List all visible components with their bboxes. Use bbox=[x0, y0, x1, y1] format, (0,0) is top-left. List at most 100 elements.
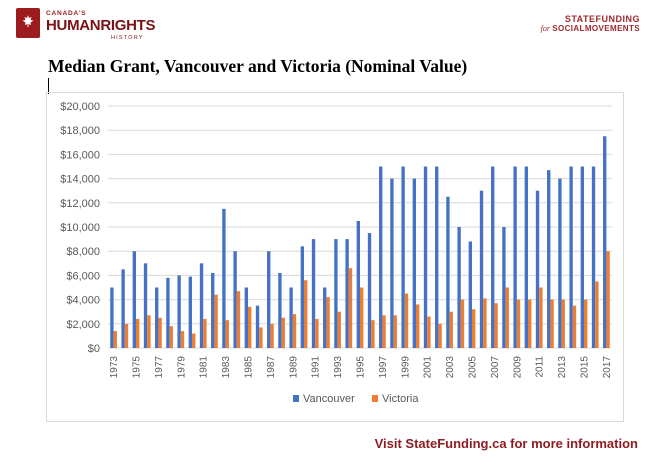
bar-vancouver-2013 bbox=[558, 178, 562, 348]
x-tick-label: 1977 bbox=[154, 356, 165, 379]
x-tick-label: 2005 bbox=[468, 356, 479, 379]
x-tick-label: 1987 bbox=[266, 356, 277, 379]
bar-victoria-1976 bbox=[147, 315, 151, 348]
bar-victoria-2003 bbox=[449, 311, 453, 348]
legend-swatch-victoria bbox=[372, 395, 378, 402]
bar-vancouver-1984 bbox=[233, 251, 237, 348]
bar-victoria-1975 bbox=[136, 318, 140, 348]
logo-line-canadas: CANADA'S bbox=[46, 10, 87, 17]
bar-vancouver-1973 bbox=[110, 287, 114, 348]
bar-vancouver-2002 bbox=[435, 166, 439, 348]
bar-vancouver-2005 bbox=[468, 241, 472, 348]
statefunding-logo[interactable]: STATEFUNDING for SOCIALMOVEMENTS bbox=[520, 14, 640, 40]
maple-leaf-icon-shape bbox=[22, 15, 34, 27]
y-tick-label: $0 bbox=[88, 343, 100, 355]
bar-victoria-1983 bbox=[225, 320, 229, 348]
x-tick-label: 1993 bbox=[333, 356, 344, 379]
bar-vancouver-1986 bbox=[255, 305, 260, 348]
statefunding-logo-line2: for SOCIALMOVEMENTS bbox=[520, 24, 640, 34]
y-tick-label: $4,000 bbox=[66, 295, 100, 307]
bar-vancouver-2011 bbox=[535, 190, 540, 348]
header: CANADA'S HUMANRIGHTS HISTORY STATEFUNDIN… bbox=[0, 0, 650, 50]
bar-victoria-1996 bbox=[371, 320, 375, 348]
bar-vancouver-2014 bbox=[569, 166, 573, 348]
bar-vancouver-1994 bbox=[345, 239, 349, 348]
bar-vancouver-1982 bbox=[211, 272, 215, 348]
bar-victoria-2011 bbox=[539, 287, 543, 348]
bar-vancouver-1989 bbox=[289, 287, 293, 348]
bar-vancouver-1999 bbox=[401, 166, 405, 348]
bar-victoria-2000 bbox=[416, 304, 420, 348]
bar-vancouver-1995 bbox=[356, 220, 360, 348]
y-tick-label: $6,000 bbox=[66, 270, 100, 282]
bar-vancouver-1978 bbox=[166, 277, 170, 348]
bar-vancouver-1975 bbox=[132, 251, 136, 348]
bar-victoria-1986 bbox=[259, 327, 263, 348]
x-tick-label: 2017 bbox=[602, 356, 613, 379]
statefunding-logo-social-movements: SOCIALMOVEMENTS bbox=[552, 24, 640, 33]
bar-vancouver-1990 bbox=[300, 246, 304, 348]
x-tick-label: 2001 bbox=[423, 356, 434, 379]
bar-victoria-2001 bbox=[427, 316, 431, 348]
bar-vancouver-2016 bbox=[591, 166, 596, 348]
bar-vancouver-1993 bbox=[334, 239, 338, 348]
bar-victoria-1974 bbox=[124, 323, 129, 348]
x-tick-label: 2013 bbox=[557, 356, 568, 379]
bar-victoria-1990 bbox=[304, 280, 308, 348]
bar-chart: $0 $2,000 $4,000 $6,000 $8,000 $10,000 $12,000… bbox=[60, 101, 613, 405]
y-tick-label: $8,000 bbox=[66, 246, 100, 258]
footer-link[interactable]: Visit StateFunding.ca for more informati… bbox=[374, 436, 638, 451]
y-tick-label: $16,000 bbox=[60, 149, 100, 161]
bar-victoria-2007 bbox=[494, 303, 498, 348]
x-tick-label: 2003 bbox=[445, 356, 456, 379]
bar-victoria-1995 bbox=[360, 287, 364, 348]
bar-vancouver-1976 bbox=[143, 263, 148, 348]
bar-victoria-1994 bbox=[348, 268, 353, 348]
y-tick-label: $20,000 bbox=[60, 101, 100, 113]
bar-vancouver-2003 bbox=[446, 196, 450, 348]
x-tick-label: 1991 bbox=[311, 356, 322, 379]
x-tick-label: 1997 bbox=[378, 356, 389, 379]
bar-victoria-2015 bbox=[584, 299, 588, 348]
bar-victoria-2006 bbox=[483, 298, 487, 348]
bar-victoria-2008 bbox=[505, 287, 509, 348]
bar-victoria-1992 bbox=[326, 297, 330, 348]
bar-victoria-2010 bbox=[528, 299, 532, 348]
maple-leaf-icon bbox=[16, 8, 40, 38]
bar-vancouver-2006 bbox=[479, 190, 484, 348]
x-tick-label: 1981 bbox=[199, 356, 210, 379]
bar-victoria-1979 bbox=[180, 331, 185, 348]
bar-victoria-1981 bbox=[203, 318, 207, 348]
legend-label-victoria: Victoria bbox=[382, 393, 419, 405]
statefunding-logo-for: for bbox=[540, 24, 550, 33]
bar-vancouver-2010 bbox=[524, 166, 528, 348]
bar-vancouver-2009 bbox=[513, 166, 517, 348]
bar-vancouver-1974 bbox=[121, 269, 125, 348]
x-tick-label: 1989 bbox=[288, 356, 299, 379]
bar-victoria-2014 bbox=[572, 305, 577, 348]
bar-vancouver-1991 bbox=[311, 239, 316, 348]
human-rights-history-logo[interactable]: CANADA'S HUMANRIGHTS HISTORY bbox=[16, 8, 156, 42]
bar-victoria-1988 bbox=[281, 317, 285, 348]
x-tick-label: 1985 bbox=[244, 356, 255, 379]
bar-victoria-1991 bbox=[315, 318, 319, 348]
bar-victoria-1999 bbox=[404, 293, 409, 348]
bar-vancouver-2001 bbox=[423, 166, 428, 348]
bar-vancouver-1997 bbox=[379, 166, 383, 348]
bar-vancouver-1998 bbox=[390, 178, 394, 348]
y-tick-label: $12,000 bbox=[60, 198, 100, 210]
y-tick-label: $18,000 bbox=[60, 125, 100, 137]
x-tick-label: 1995 bbox=[356, 356, 367, 379]
bar-vancouver-1981 bbox=[199, 263, 204, 348]
x-tick-label: 2015 bbox=[580, 356, 591, 379]
x-tick-label: 1973 bbox=[109, 356, 120, 379]
bar-vancouver-2012 bbox=[547, 170, 551, 348]
bar-vancouver-1983 bbox=[222, 208, 226, 348]
bar-vancouver-1985 bbox=[244, 287, 248, 348]
legend-label-vancouver: Vancouver bbox=[303, 393, 355, 405]
bar-vancouver-1996 bbox=[367, 233, 372, 348]
bar-vancouver-1992 bbox=[323, 287, 327, 348]
bar-vancouver-1977 bbox=[155, 287, 159, 348]
x-tick-label: 2007 bbox=[490, 356, 501, 379]
bar-victoria-2009 bbox=[516, 299, 521, 348]
